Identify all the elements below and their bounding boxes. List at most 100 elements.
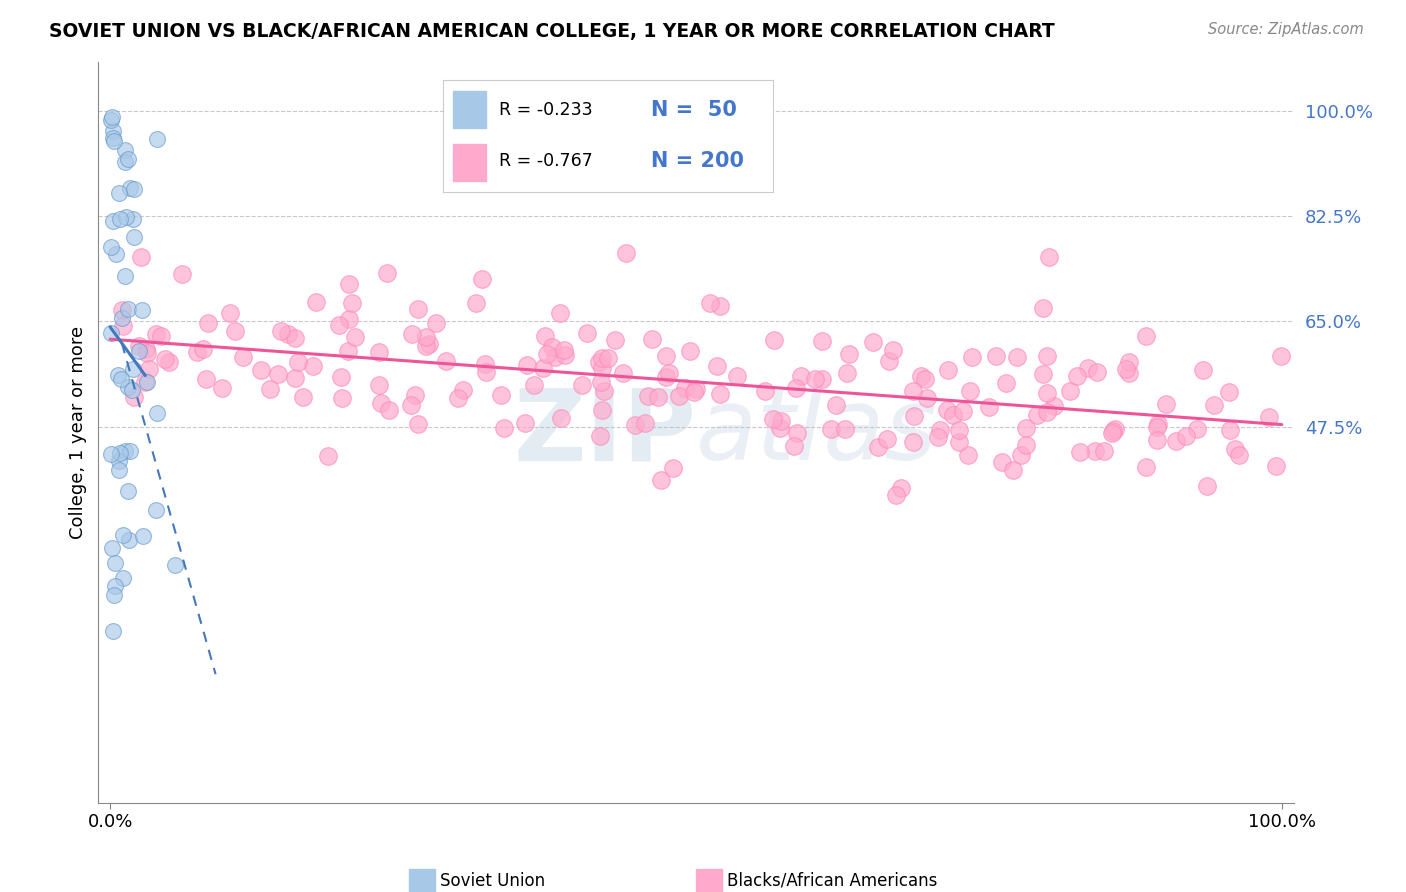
Point bbox=[219, 305, 242, 319]
Bar bbox=[409, 870, 436, 892]
Point bbox=[810, 372, 832, 386]
Point bbox=[337, 311, 360, 326]
Point bbox=[516, 359, 538, 373]
Point bbox=[465, 296, 488, 310]
Point bbox=[977, 400, 1000, 414]
Point bbox=[1146, 417, 1168, 432]
Point bbox=[284, 371, 307, 385]
Point bbox=[903, 409, 925, 423]
Point bbox=[103, 135, 125, 149]
Point bbox=[1092, 444, 1115, 458]
Point bbox=[100, 239, 122, 253]
Point bbox=[103, 589, 125, 603]
Point bbox=[1223, 442, 1246, 456]
Point bbox=[614, 246, 637, 260]
Point bbox=[1191, 363, 1213, 377]
Point bbox=[1015, 421, 1038, 435]
Point bbox=[915, 392, 938, 406]
Point bbox=[862, 335, 884, 350]
Point bbox=[783, 439, 806, 453]
Point bbox=[146, 406, 169, 420]
Point bbox=[153, 352, 176, 367]
Point bbox=[328, 318, 350, 332]
Point bbox=[101, 624, 124, 639]
Point bbox=[910, 368, 932, 383]
Point bbox=[117, 483, 139, 498]
Point bbox=[811, 334, 834, 349]
Point bbox=[901, 384, 924, 398]
Point bbox=[699, 296, 721, 310]
Point bbox=[531, 360, 554, 375]
Point bbox=[1015, 438, 1038, 452]
Point bbox=[754, 384, 776, 398]
Point bbox=[336, 343, 359, 358]
Point bbox=[1166, 434, 1188, 448]
Bar bbox=[453, 144, 486, 180]
Point bbox=[1265, 458, 1288, 473]
Point bbox=[1038, 251, 1060, 265]
Text: Source: ZipAtlas.com: Source: ZipAtlas.com bbox=[1208, 22, 1364, 37]
Point bbox=[990, 455, 1012, 469]
Point bbox=[952, 404, 974, 418]
Point bbox=[634, 417, 657, 431]
Point bbox=[404, 387, 426, 401]
Point bbox=[647, 390, 669, 404]
Point bbox=[1146, 420, 1168, 434]
Point bbox=[513, 416, 536, 430]
Point bbox=[342, 295, 364, 310]
Point bbox=[554, 348, 576, 362]
Point bbox=[415, 330, 437, 344]
Point bbox=[344, 330, 367, 344]
Point bbox=[1010, 448, 1032, 462]
Point bbox=[1219, 423, 1241, 437]
Point bbox=[655, 369, 678, 384]
Point bbox=[1202, 398, 1225, 412]
Point bbox=[709, 299, 731, 313]
Point bbox=[763, 333, 786, 347]
Point bbox=[523, 378, 546, 392]
Point bbox=[575, 326, 598, 341]
Point bbox=[100, 112, 122, 127]
Point bbox=[122, 230, 145, 244]
Point bbox=[588, 354, 610, 368]
Point bbox=[368, 344, 391, 359]
Point bbox=[117, 152, 139, 166]
Point bbox=[1175, 429, 1198, 443]
Point bbox=[118, 181, 141, 195]
Point bbox=[101, 130, 124, 145]
Point bbox=[1005, 351, 1028, 365]
Point bbox=[882, 343, 904, 357]
Point bbox=[876, 432, 898, 446]
Point bbox=[553, 343, 575, 358]
Point bbox=[128, 344, 150, 359]
Point bbox=[668, 389, 690, 403]
Point bbox=[172, 267, 194, 281]
Bar bbox=[696, 870, 723, 892]
Point bbox=[948, 423, 970, 437]
Point bbox=[270, 324, 292, 338]
Point bbox=[134, 376, 156, 390]
Point bbox=[103, 124, 125, 138]
Point bbox=[250, 362, 273, 376]
Text: N =  50: N = 50 bbox=[651, 101, 737, 120]
Point bbox=[211, 381, 233, 395]
Point bbox=[197, 316, 219, 330]
Point bbox=[104, 579, 127, 593]
Text: N = 200: N = 200 bbox=[651, 151, 744, 170]
Point bbox=[150, 329, 173, 343]
Point bbox=[1032, 301, 1054, 316]
Point bbox=[115, 210, 138, 224]
Point bbox=[375, 266, 398, 280]
Point bbox=[1104, 422, 1126, 436]
Point bbox=[935, 403, 957, 417]
Point bbox=[679, 343, 702, 358]
Point bbox=[100, 447, 122, 461]
Point bbox=[1032, 368, 1054, 382]
Point bbox=[474, 358, 496, 372]
Point bbox=[111, 310, 134, 325]
Point bbox=[100, 110, 122, 124]
Point bbox=[886, 488, 908, 502]
Point bbox=[186, 345, 208, 359]
Point bbox=[658, 366, 681, 380]
Point bbox=[114, 155, 136, 169]
